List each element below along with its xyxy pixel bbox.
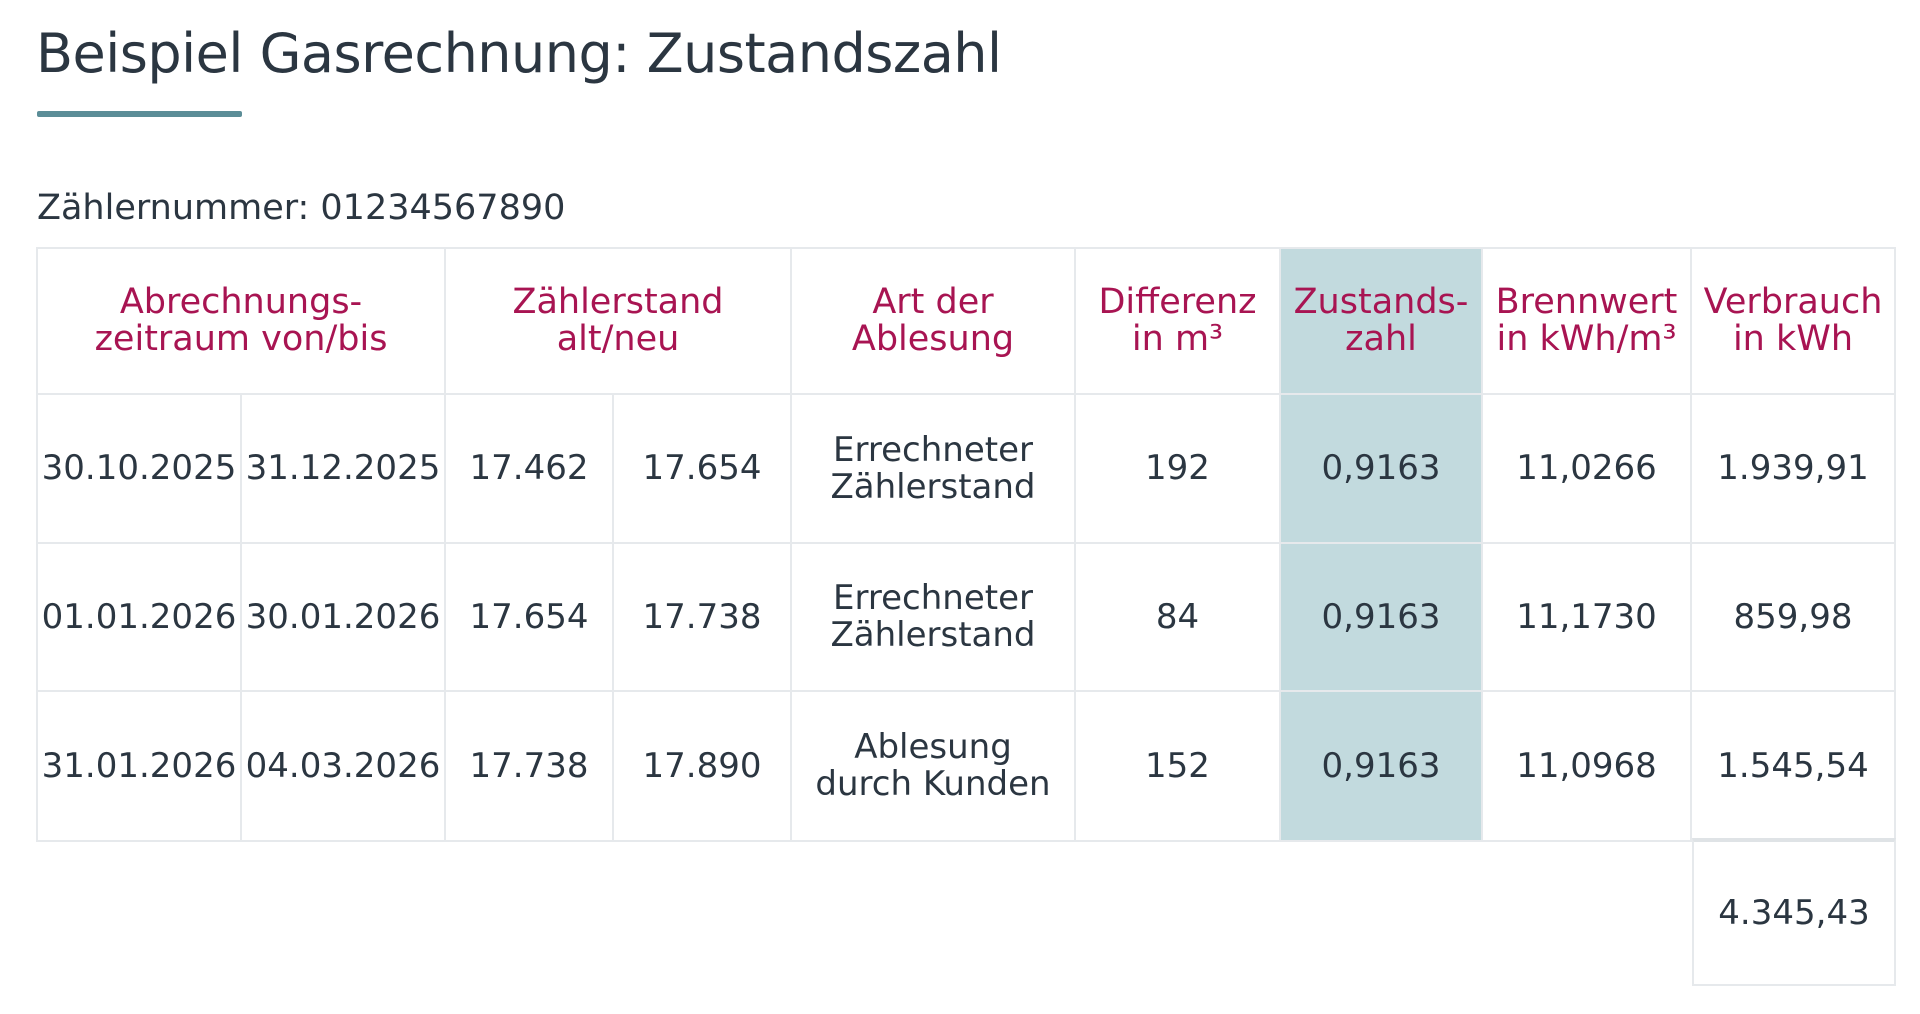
cell-to: 04.03.2026 [240, 690, 446, 842]
table-row: 01.01.2026 30.01.2026 17.654 17.738 Erre… [36, 542, 1896, 692]
cell-from: 30.10.2025 [36, 393, 242, 544]
cell-calorific: 11,1730 [1481, 542, 1692, 692]
cell-to: 30.01.2026 [240, 542, 446, 692]
cell-calorific: 11,0266 [1481, 393, 1692, 544]
table-header-row: Abrechnungs- zeitraum von/bis Zählerstan… [36, 247, 1896, 395]
cell-state-number: 0,9163 [1279, 542, 1483, 692]
cell-consumption: 1.545,54 [1690, 690, 1896, 842]
cell-from: 31.01.2026 [36, 690, 242, 842]
header-difference: Differenz in m³ [1074, 247, 1281, 395]
billing-table: Abrechnungs- zeitraum von/bis Zählerstan… [36, 247, 1896, 842]
cell-to: 31.12.2025 [240, 393, 446, 544]
header-calorific: Brennwert in kWh/m³ [1481, 247, 1692, 395]
header-type: Art der Ablesung [790, 247, 1076, 395]
cell-new: 17.738 [612, 542, 792, 692]
meter-number: Zählernummer: 01234567890 [37, 188, 566, 228]
cell-difference: 192 [1074, 393, 1281, 544]
header-reading: Zählerstand alt/neu [444, 247, 792, 395]
cell-new: 17.890 [612, 690, 792, 842]
cell-calorific: 11,0968 [1481, 690, 1692, 842]
cell-type: Ablesung durch Kunden [790, 690, 1076, 842]
total-value: 4.345,43 [1718, 893, 1870, 933]
header-consumption: Verbrauch in kWh [1690, 247, 1896, 395]
cell-difference: 84 [1074, 542, 1281, 692]
cell-state-number: 0,9163 [1279, 690, 1483, 842]
table-row: 30.10.2025 31.12.2025 17.462 17.654 Erre… [36, 393, 1896, 544]
cell-old: 17.738 [444, 690, 614, 842]
cell-new: 17.654 [612, 393, 792, 544]
cell-type: Errechneter Zählerstand [790, 393, 1076, 544]
cell-type: Errechneter Zählerstand [790, 542, 1076, 692]
header-state-number: Zustands- zahl [1279, 247, 1483, 395]
cell-state-number: 0,9163 [1279, 393, 1483, 544]
page-title: Beispiel Gasrechnung: Zustandszahl [36, 22, 1002, 85]
cell-old: 17.462 [444, 393, 614, 544]
total-consumption: 4.345,43 [1692, 838, 1896, 986]
table-row: 31.01.2026 04.03.2026 17.738 17.890 Able… [36, 690, 1896, 842]
cell-difference: 152 [1074, 690, 1281, 842]
cell-old: 17.654 [444, 542, 614, 692]
cell-consumption: 859,98 [1690, 542, 1896, 692]
title-underline [37, 111, 242, 117]
cell-consumption: 1.939,91 [1690, 393, 1896, 544]
header-period: Abrechnungs- zeitraum von/bis [36, 247, 446, 395]
cell-from: 01.01.2026 [36, 542, 242, 692]
